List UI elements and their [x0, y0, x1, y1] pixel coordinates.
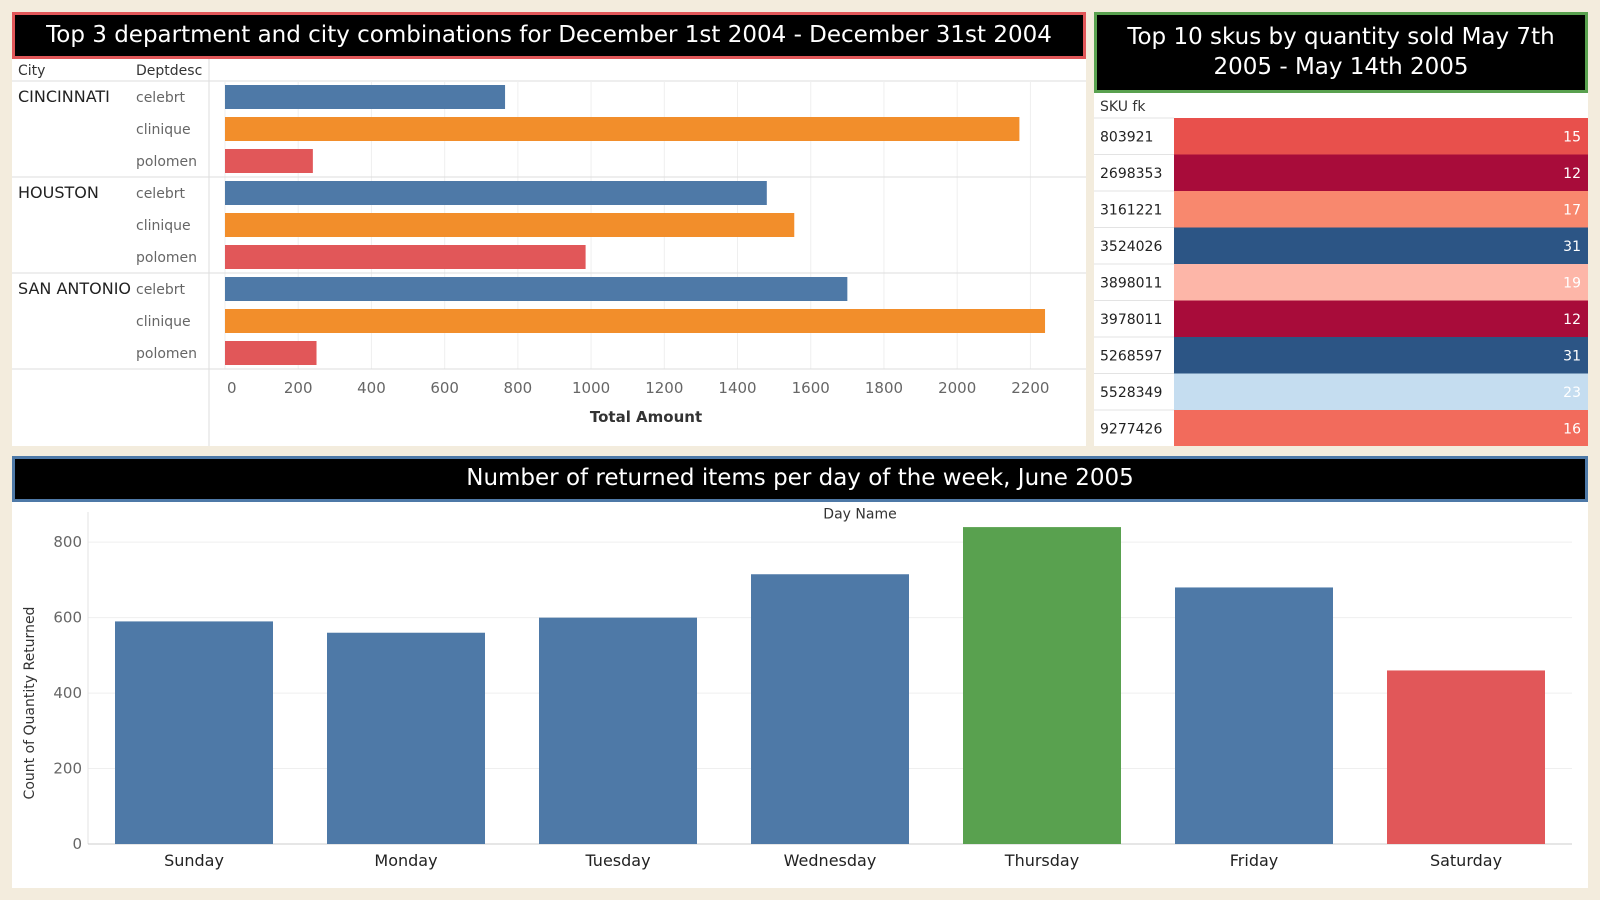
- x-tick-label: 2200: [1011, 379, 1049, 397]
- bar-houston-clinique: [225, 213, 795, 237]
- bar-saturday: [1387, 670, 1545, 844]
- day-label: Tuesday: [584, 851, 650, 870]
- day-label: Sunday: [164, 851, 224, 870]
- x-tick-label: 1800: [865, 379, 903, 397]
- day-label: Thursday: [1004, 851, 1079, 870]
- sku-label: 803921: [1100, 129, 1153, 145]
- sku-qty-label: 12: [1563, 312, 1581, 328]
- dept-label: polomen: [136, 154, 197, 170]
- bar-san-antonio-clinique: [225, 309, 1046, 333]
- x-tick-label: 2000: [938, 379, 976, 397]
- y-tick-label: 600: [53, 609, 82, 627]
- y-tick-label: 0: [72, 835, 82, 853]
- sku-cell: [1174, 410, 1588, 446]
- sku-qty-label: 12: [1563, 166, 1581, 182]
- city-label: SAN ANTONIO: [18, 279, 131, 298]
- sku-label: 9277426: [1100, 421, 1162, 437]
- x-axis-title: Total Amount: [590, 408, 702, 426]
- sku-qty-label: 31: [1563, 239, 1581, 255]
- dept-label: clinique: [136, 218, 191, 234]
- sku-cell: [1174, 191, 1588, 228]
- returns-bar-chart: Day Name Count of Quantity Returned 0 200 40…: [22, 507, 1572, 870]
- bar-monday: [327, 632, 485, 844]
- x-tick-label: 600: [430, 379, 459, 397]
- sku-qty-label: 31: [1563, 348, 1581, 364]
- sku-cell: [1174, 264, 1588, 301]
- dept-label: celebrt: [136, 186, 185, 202]
- x-tick-label: 1200: [645, 379, 683, 397]
- x-tick-label: 1600: [792, 379, 830, 397]
- dept-city-title: Top 3 department and city combinations f…: [12, 12, 1086, 59]
- dept-label: polomen: [136, 346, 197, 362]
- sku-label: 3161221: [1100, 202, 1162, 218]
- sku-highlight-table: SKU fk 803921 15 2698353 12 3161221 17 3524026 3…: [1094, 99, 1588, 446]
- bar-tuesday: [539, 617, 697, 844]
- city-label: CINCINNATI: [18, 87, 110, 106]
- sku-label: 3898011: [1100, 275, 1162, 291]
- sku-qty-label: 16: [1563, 421, 1581, 437]
- bar-houston-celebrt: [225, 181, 767, 205]
- sku-label: 3978011: [1100, 312, 1162, 328]
- sku-label: 5528349: [1100, 385, 1162, 401]
- dept-label: clinique: [136, 122, 191, 138]
- day-label: Wednesday: [784, 851, 877, 870]
- sku-cell: [1174, 337, 1588, 374]
- sku-cell: [1174, 118, 1588, 155]
- y-axis-title: Count of Quantity Returned: [22, 607, 38, 800]
- dept-label: clinique: [136, 314, 191, 330]
- bar-cincinnati-clinique: [225, 117, 1020, 141]
- y-tick-label: 200: [53, 760, 82, 778]
- sku-label: 3524026: [1100, 239, 1162, 255]
- sku-cell: [1174, 154, 1588, 191]
- bar-san-antonio-polomen: [225, 341, 317, 365]
- bar-friday: [1175, 587, 1333, 844]
- sku-cell: [1174, 373, 1588, 410]
- day-label: Saturday: [1430, 851, 1502, 870]
- city-label: HOUSTON: [18, 183, 99, 202]
- sku-label: 2698353: [1100, 166, 1162, 182]
- sku-cell: [1174, 300, 1588, 337]
- y-tick-label: 800: [53, 533, 82, 551]
- dept-label: celebrt: [136, 90, 185, 106]
- x-tick-label: 1400: [718, 379, 756, 397]
- returns-title: Number of returned items per day of the …: [12, 456, 1588, 502]
- bar-thursday: [963, 527, 1121, 844]
- dept-label: polomen: [136, 250, 197, 266]
- x-tick-label: 0: [227, 379, 237, 397]
- city-header: City: [18, 63, 45, 79]
- dept-city-bar-chart: City Deptdesc CINCINNATI celebrt clinique pol…: [12, 59, 1086, 446]
- bar-houston-polomen: [225, 245, 586, 269]
- sku-qty-label: 23: [1563, 385, 1581, 401]
- x-tick-label: 200: [284, 379, 313, 397]
- dept-header: Deptdesc: [136, 63, 202, 79]
- y-tick-label: 400: [53, 684, 82, 702]
- x-tick-label: 1000: [572, 379, 610, 397]
- x-axis-title: Day Name: [823, 507, 896, 523]
- sku-label: 5268597: [1100, 348, 1162, 364]
- bar-cincinnati-celebrt: [225, 85, 506, 109]
- x-tick-label: 400: [357, 379, 386, 397]
- bar-wednesday: [751, 574, 909, 844]
- day-label: Friday: [1230, 851, 1279, 870]
- sku-title: Top 10 skus by quantity sold May 7th 200…: [1094, 12, 1588, 93]
- bar-sunday: [115, 621, 273, 844]
- day-label: Monday: [374, 851, 437, 870]
- sku-cell: [1174, 227, 1588, 264]
- sku-qty-label: 17: [1563, 202, 1581, 218]
- dept-label: celebrt: [136, 282, 185, 298]
- sku-qty-label: 15: [1563, 129, 1581, 145]
- bar-san-antonio-celebrt: [225, 277, 848, 301]
- bar-cincinnati-polomen: [225, 149, 313, 173]
- x-tick-label: 800: [504, 379, 533, 397]
- sku-qty-label: 19: [1563, 275, 1581, 291]
- sku-header: SKU fk: [1100, 99, 1146, 115]
